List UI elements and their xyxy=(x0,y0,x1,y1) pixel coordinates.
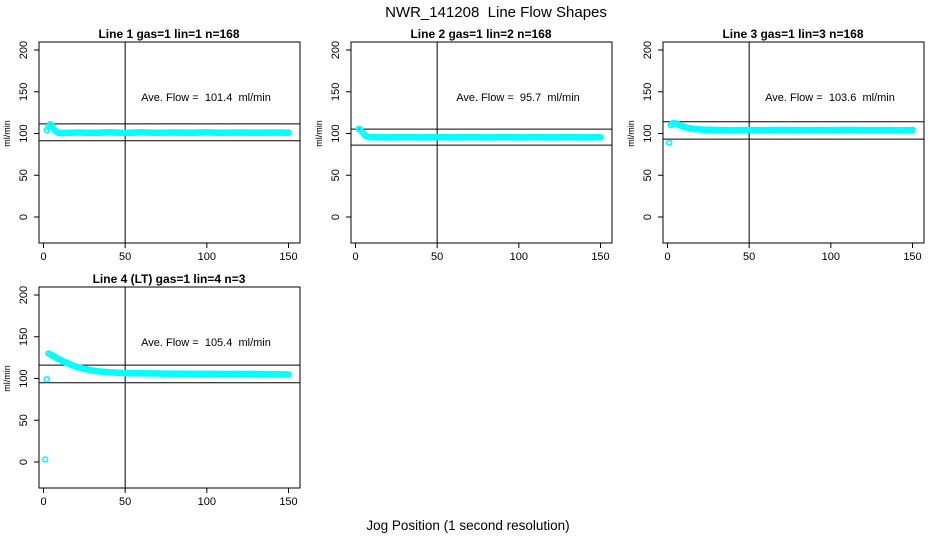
figure-xlabel: Jog Position (1 second resolution) xyxy=(366,518,570,533)
x-axis-tick-label: 150 xyxy=(279,496,297,508)
data-point xyxy=(285,371,292,378)
panel-line-1: Line 1 gas=1 lin=1 n=168 0 50 100 150 200 0 50… xyxy=(0,25,312,270)
panel-title: Line 3 gas=1 lin=3 n=168 xyxy=(722,27,863,41)
y-axis-label: ml/min xyxy=(626,120,636,147)
line-4-flow-chart: Line 4 (LT) gas=1 lin=4 n=3 0 50 100 150 200… xyxy=(2,272,301,508)
panel-grid: Line 1 gas=1 lin=1 n=168 0 50 100 150 200 0 50… xyxy=(0,25,936,515)
data-point xyxy=(909,126,916,134)
y-axis-tick-label: 0 xyxy=(330,214,342,220)
x-axis-tick-label: 50 xyxy=(431,251,443,263)
y-axis-tick-label: 200 xyxy=(642,41,654,59)
y-axis-tick-label: 150 xyxy=(330,83,342,101)
x-axis-tick-label: 100 xyxy=(822,251,840,263)
ave-flow-label: Ave. Flow = 105.4 ml/min xyxy=(141,337,271,349)
y-axis-tick-label: 150 xyxy=(18,83,30,101)
x-axis-tick-label: 100 xyxy=(198,496,216,508)
plot-box xyxy=(350,41,613,244)
ave-flow-label: Ave. Flow = 103.6 ml/min xyxy=(765,92,895,104)
panel-title: Line 4 (LT) gas=1 lin=4 n=3 xyxy=(93,272,246,286)
x-axis-tick-label: 150 xyxy=(591,251,609,263)
plot-box xyxy=(662,41,925,244)
x-axis-tick-label: 150 xyxy=(279,251,297,263)
y-axis-label: ml/min xyxy=(2,365,12,392)
y-axis-tick-label: 50 xyxy=(18,169,30,181)
x-axis-tick-label: 100 xyxy=(510,251,528,263)
plot-area: 0 50 100 150 200 0 50 100 150 ml/min Ave. Flow = 1… xyxy=(2,286,301,508)
x-axis-tick-label: 0 xyxy=(352,251,358,263)
plot-area: 0 50 100 150 200 0 50 100 150 ml/min Ave. Flow = 1… xyxy=(626,41,925,263)
y-axis-tick-label: 100 xyxy=(18,124,30,142)
data-point xyxy=(597,133,604,141)
y-axis-tick-label: 50 xyxy=(642,169,654,181)
x-axis-tick-label: 0 xyxy=(40,496,46,508)
panel-line-2: Line 2 gas=1 lin=2 n=168 0 50 100 150 200 0 50… xyxy=(312,25,624,270)
y-axis-tick-label: 200 xyxy=(18,41,30,59)
plot-area: 0 50 100 150 200 0 50 100 150 ml/min Ave. Flow = 1… xyxy=(2,41,301,263)
y-axis-tick-label: 200 xyxy=(18,286,30,304)
panel-title: Line 1 gas=1 lin=1 n=168 xyxy=(98,27,239,41)
y-axis-tick-label: 0 xyxy=(18,214,30,220)
x-axis-tick-label: 50 xyxy=(119,496,131,508)
y-axis-tick-label: 150 xyxy=(642,83,654,101)
panel-line-4: Line 4 (LT) gas=1 lin=4 n=3 0 50 100 150 200… xyxy=(0,270,312,515)
y-axis-tick-label: 100 xyxy=(330,124,342,142)
panel-line-3: Line 3 gas=1 lin=3 n=168 0 50 100 150 200 0 50… xyxy=(624,25,936,270)
empty-cell xyxy=(624,270,936,515)
y-axis-tick-label: 100 xyxy=(18,369,30,387)
x-axis-tick-label: 50 xyxy=(119,251,131,263)
empty-cell xyxy=(312,270,624,515)
outlier-point xyxy=(41,456,49,463)
x-axis-tick-label: 0 xyxy=(664,251,670,263)
ave-flow-label: Ave. Flow = 95.7 ml/min xyxy=(456,92,580,104)
outlier-point xyxy=(43,376,51,383)
outlier-point xyxy=(665,139,673,146)
y-axis-tick-label: 100 xyxy=(642,124,654,142)
plot-box xyxy=(38,41,301,244)
y-axis-tick-label: 0 xyxy=(18,459,30,465)
y-axis-tick-label: 0 xyxy=(642,214,654,220)
panel-title: Line 2 gas=1 lin=2 n=168 xyxy=(410,27,551,41)
plot-box xyxy=(38,286,301,489)
data-point xyxy=(285,129,292,136)
line-2-flow-chart: Line 2 gas=1 lin=2 n=168 0 50 100 150 200 0 50… xyxy=(314,27,613,263)
y-axis-label: ml/min xyxy=(2,120,12,147)
line-3-flow-chart: Line 3 gas=1 lin=3 n=168 0 50 100 150 200 0 50… xyxy=(626,27,925,263)
ave-flow-label: Ave. Flow = 101.4 ml/min xyxy=(141,92,271,104)
x-axis-tick-label: 50 xyxy=(743,251,755,263)
line-1-flow-chart: Line 1 gas=1 lin=1 n=168 0 50 100 150 200 0 50… xyxy=(2,27,301,263)
x-axis-tick-label: 150 xyxy=(903,251,921,263)
figure-title: NWR_141208 Line Flow Shapes xyxy=(385,4,607,21)
y-axis-tick-label: 50 xyxy=(330,169,342,181)
x-axis-tick-label: 0 xyxy=(40,251,46,263)
x-axis-tick-label: 100 xyxy=(198,251,216,263)
y-axis-tick-label: 200 xyxy=(330,41,342,59)
y-axis-tick-label: 50 xyxy=(18,414,30,426)
y-axis-label: ml/min xyxy=(314,120,324,147)
plot-area: 0 50 100 150 200 0 50 100 150 ml/min Ave. Flow = 9… xyxy=(314,41,613,263)
y-axis-tick-label: 150 xyxy=(18,328,30,346)
